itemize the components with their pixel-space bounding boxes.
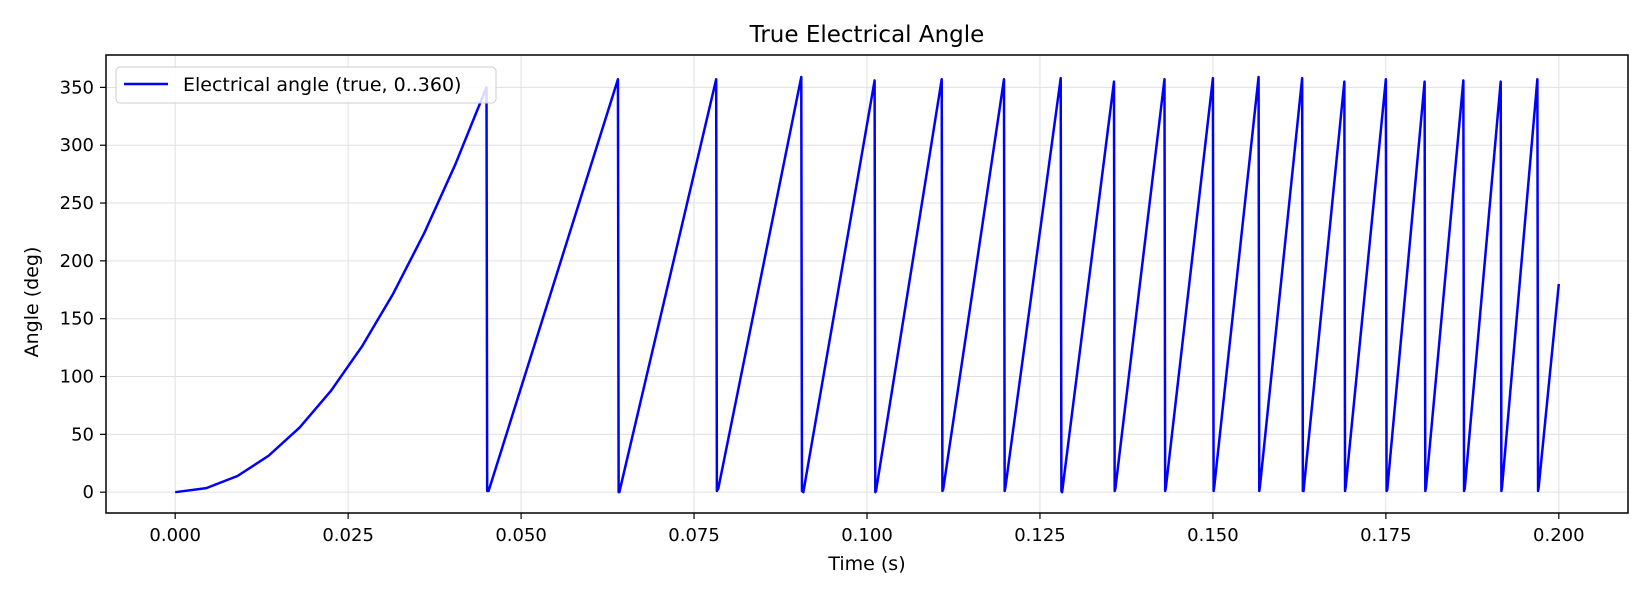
grid-layer: [106, 55, 1628, 513]
x-tick-label: 0.025: [322, 525, 374, 546]
x-tick-label: 0.100: [841, 525, 893, 546]
x-tick-label: 0.000: [149, 525, 201, 546]
x-tick-label: 0.150: [1187, 525, 1239, 546]
legend-label: Electrical angle (true, 0..360): [183, 74, 461, 96]
y-tick-label: 150: [60, 309, 94, 330]
x-tick-label: 0.075: [668, 525, 720, 546]
y-axis-label: Angle (deg): [21, 247, 43, 358]
x-tick-label: 0.125: [1014, 525, 1066, 546]
y-tick-label: 200: [60, 251, 94, 272]
x-tick-label: 0.200: [1533, 525, 1585, 546]
x-tick-label: 0.050: [495, 525, 547, 546]
data-layer: [175, 75, 1561, 494]
series-line: [175, 75, 1561, 494]
x-tick-label: 0.175: [1360, 525, 1412, 546]
ticks-layer: 0.000 0.025 0.050 0.075 0.100 0.125 0.150 0.175…: [60, 77, 1585, 546]
x-axis-label: Time (s): [827, 553, 905, 575]
y-tick-label: 300: [60, 135, 94, 156]
y-tick-label: 100: [60, 367, 94, 388]
y-tick-label: 350: [60, 77, 94, 98]
legend: Electrical angle (true, 0..360): [115, 66, 497, 104]
y-tick-label: 250: [60, 193, 94, 214]
y-tick-label: 50: [71, 424, 94, 445]
legend-box: [115, 66, 497, 104]
y-tick-label: 0: [83, 482, 94, 503]
chart-title: True Electrical Angle: [749, 22, 985, 48]
